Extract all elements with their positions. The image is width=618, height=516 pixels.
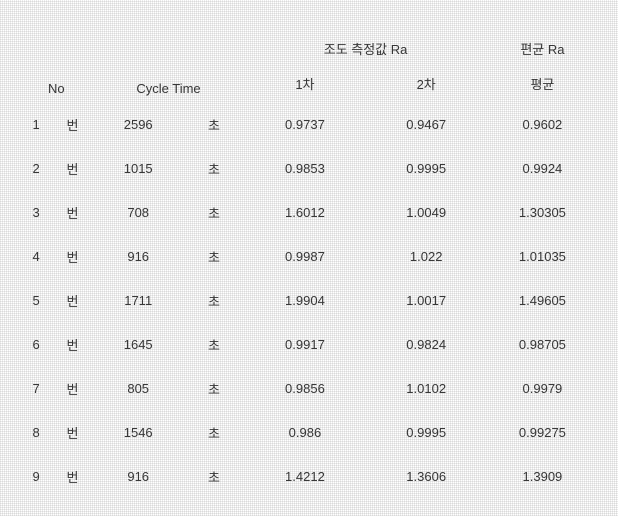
table-page: { "table": { "header": { "no": "No", "cy…	[0, 0, 618, 516]
cell-sec: 초	[184, 146, 245, 190]
cell-no: 1	[20, 102, 52, 146]
cell-ra2: 1.022	[366, 234, 487, 278]
cell-ra1: 1.9904	[244, 278, 365, 322]
col-second: 2차	[366, 64, 487, 102]
table-row: 7번805초0.98561.01020.9979	[20, 366, 598, 410]
cell-sec: 초	[184, 454, 245, 498]
cell-unit: 번	[52, 190, 92, 234]
cell-ra2: 1.0017	[366, 278, 487, 322]
cell-unit: 번	[52, 146, 92, 190]
cell-unit: 번	[52, 234, 92, 278]
cell-avg: 0.9602	[487, 102, 598, 146]
cell-avg: 0.9924	[487, 146, 598, 190]
cell-no: 5	[20, 278, 52, 322]
cell-ra2: 1.0102	[366, 366, 487, 410]
cell-ra1: 0.986	[244, 410, 365, 454]
cell-no: 7	[20, 366, 52, 410]
cell-no: 3	[20, 190, 52, 234]
col-first: 1차	[244, 64, 365, 102]
col-cycle-time: Cycle Time	[93, 10, 245, 102]
cell-no: 6	[20, 322, 52, 366]
table-row: 5번1711초1.99041.00171.49605	[20, 278, 598, 322]
table-body: 1번2596초0.97370.94670.96022번1015초0.98530.…	[20, 102, 598, 498]
cell-unit: 번	[52, 322, 92, 366]
table-row: 4번916초0.99871.0221.01035	[20, 234, 598, 278]
cell-ra2: 1.0049	[366, 190, 487, 234]
table-row: 8번1546초0.9860.99950.99275	[20, 410, 598, 454]
table-row: 9번916초1.42121.36061.3909	[20, 454, 598, 498]
cell-ra1: 0.9856	[244, 366, 365, 410]
table-head: No Cycle Time 조도 측정값 Ra 편균 Ra 1차 2차 평균	[20, 10, 598, 102]
col-avg-ra: 편균 Ra	[487, 10, 598, 64]
cell-sec: 초	[184, 410, 245, 454]
table-row: 2번1015초0.98530.99950.9924	[20, 146, 598, 190]
col-avg: 평균	[487, 64, 598, 102]
cell-cycle-time: 708	[93, 190, 184, 234]
cell-unit: 번	[52, 410, 92, 454]
cell-unit: 번	[52, 366, 92, 410]
cell-unit: 번	[52, 278, 92, 322]
cell-no: 2	[20, 146, 52, 190]
cell-cycle-time: 916	[93, 454, 184, 498]
cell-ra1: 1.4212	[244, 454, 365, 498]
cell-cycle-time: 1711	[93, 278, 184, 322]
cell-cycle-time: 1645	[93, 322, 184, 366]
col-no: No	[20, 10, 93, 102]
cell-sec: 초	[184, 234, 245, 278]
cell-cycle-time: 1546	[93, 410, 184, 454]
cell-no: 9	[20, 454, 52, 498]
cell-ra2: 0.9995	[366, 410, 487, 454]
cell-avg: 1.49605	[487, 278, 598, 322]
cell-ra2: 0.9995	[366, 146, 487, 190]
cell-ra1: 0.9737	[244, 102, 365, 146]
cell-no: 4	[20, 234, 52, 278]
cell-sec: 초	[184, 102, 245, 146]
cell-avg: 0.9979	[487, 366, 598, 410]
cell-no: 8	[20, 410, 52, 454]
cell-ra2: 0.9467	[366, 102, 487, 146]
cell-cycle-time: 805	[93, 366, 184, 410]
cell-sec: 초	[184, 190, 245, 234]
cell-avg: 1.01035	[487, 234, 598, 278]
table-row: 1번2596초0.97370.94670.9602	[20, 102, 598, 146]
cell-avg: 0.99275	[487, 410, 598, 454]
col-ra-group: 조도 측정값 Ra	[244, 10, 487, 64]
cell-avg: 1.30305	[487, 190, 598, 234]
table-row: 6번1645초0.99170.98240.98705	[20, 322, 598, 366]
cell-cycle-time: 1015	[93, 146, 184, 190]
cell-sec: 초	[184, 322, 245, 366]
cell-ra1: 1.6012	[244, 190, 365, 234]
cell-ra2: 0.9824	[366, 322, 487, 366]
cell-sec: 초	[184, 278, 245, 322]
cell-ra1: 0.9987	[244, 234, 365, 278]
cell-avg: 1.3909	[487, 454, 598, 498]
cell-avg: 0.98705	[487, 322, 598, 366]
cell-unit: 번	[52, 102, 92, 146]
cell-unit: 번	[52, 454, 92, 498]
cell-cycle-time: 916	[93, 234, 184, 278]
cell-cycle-time: 2596	[93, 102, 184, 146]
cell-ra2: 1.3606	[366, 454, 487, 498]
measurement-table: No Cycle Time 조도 측정값 Ra 편균 Ra 1차 2차 평균 1…	[20, 10, 598, 498]
cell-ra1: 0.9853	[244, 146, 365, 190]
cell-sec: 초	[184, 366, 245, 410]
cell-ra1: 0.9917	[244, 322, 365, 366]
table-row: 3번708초1.60121.00491.30305	[20, 190, 598, 234]
